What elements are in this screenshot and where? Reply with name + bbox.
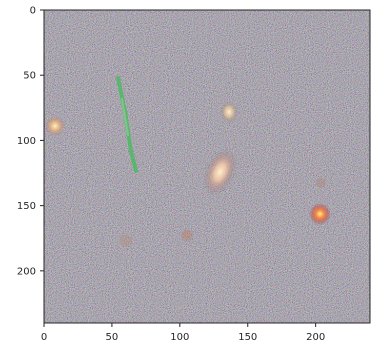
y-tick-label: 50 [23,71,36,82]
faint-source-lower-left [120,235,132,247]
y-tick-label: 200 [17,266,36,277]
green-streak [116,76,138,173]
y-axis-ticks: 0 50 100 150 200 [17,6,44,277]
y-tick-label: 100 [17,136,36,147]
image-axes [43,9,371,324]
y-tick-label: 150 [17,201,36,212]
central-galaxy [202,148,238,196]
faint-orange-source [180,228,194,242]
x-tick-label: 50 [106,332,119,343]
x-tick-label: 0 [41,332,47,343]
left-bright-source [45,116,65,136]
x-axis-ticks: 0 50 100 150 200 [41,323,325,343]
y-tick-label: 0 [30,6,36,17]
faint-source-right [316,178,326,188]
x-tick-label: 200 [306,332,325,343]
astronomical-image [44,10,370,323]
x-tick-label: 100 [170,332,189,343]
red-bright-source [309,203,331,225]
x-tick-label: 150 [238,332,257,343]
upper-small-galaxy [220,101,238,123]
